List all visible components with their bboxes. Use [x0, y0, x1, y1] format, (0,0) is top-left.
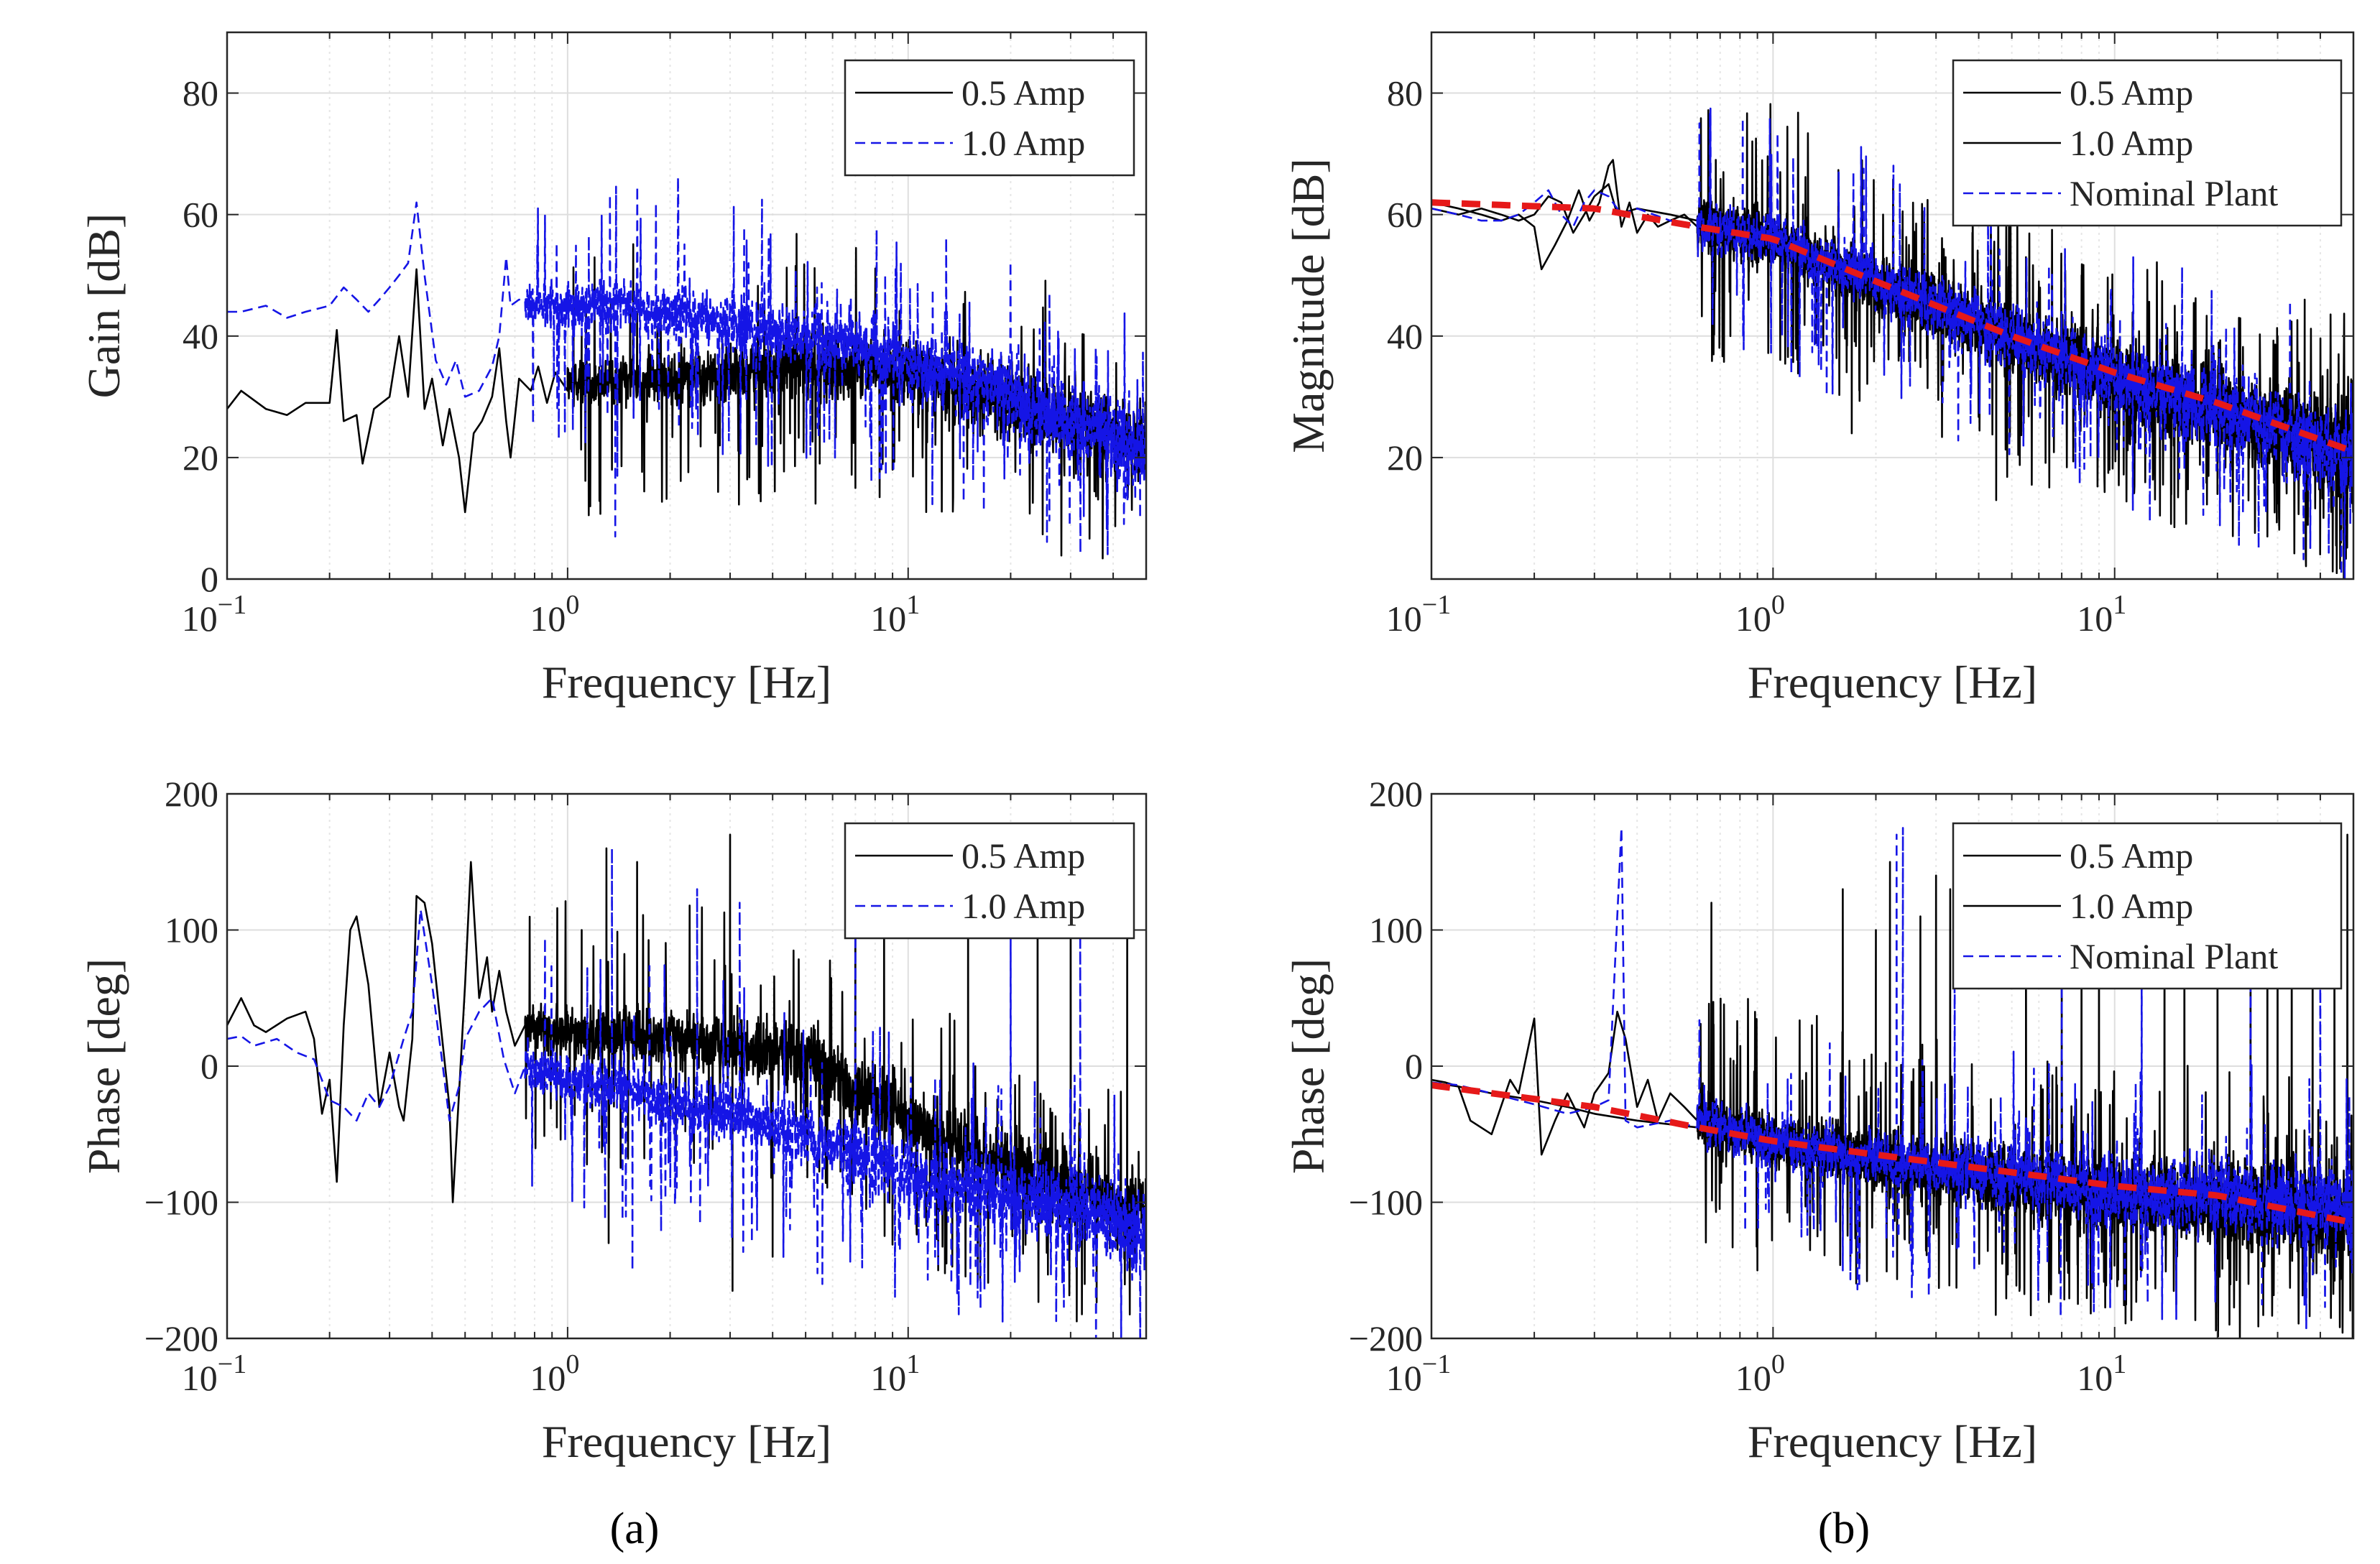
legend: 0.5 Amp 1.0 Amp: [844, 822, 1135, 940]
y-tick-label: 60: [1387, 195, 1423, 235]
y-tick-label: 20: [183, 438, 218, 478]
x-tick-label: 100: [1735, 1349, 1785, 1398]
legend: 0.5 Amp 1.0 Amp Nominal Plant: [1952, 822, 2343, 990]
panel-a-gain: 10−1 100 101 0 20 40 60 80 Frequency [Hz] Gain [d…: [78, 31, 1148, 708]
y-tick-label: 0: [200, 1046, 218, 1086]
y-tick-label: −200: [144, 1318, 218, 1359]
series-1-0-amp-line: [227, 847, 1146, 1338]
x-axis-title: Frequency [Hz]: [542, 1416, 831, 1467]
y-axis-title: Phase [deg]: [1283, 958, 1334, 1174]
legend-label: 1.0 Amp: [2070, 886, 2193, 926]
panel-a-phase: 10−1 100 101 −200 −100 0 100 200 Frequency [Hz] P…: [78, 774, 1148, 1467]
series-group: [1431, 827, 2353, 1338]
legend-box: [844, 59, 1135, 177]
y-tick-label: −100: [144, 1183, 218, 1223]
y-tick-label: 100: [1369, 910, 1423, 950]
y-tick-label: 40: [1387, 316, 1423, 356]
y-tick-label: 100: [165, 910, 218, 950]
ticks: 10−1 100 101 −200 −100 0 100 200: [144, 774, 1147, 1398]
x-tick-label: 100: [530, 590, 579, 639]
x-tick-label: 101: [2077, 590, 2126, 639]
axes-box: [1430, 31, 2355, 580]
x-tick-label: 10−1: [182, 1349, 246, 1398]
x-tick-label: 101: [2077, 1349, 2126, 1398]
legend-box: [844, 822, 1135, 940]
y-tick-label: 200: [1369, 774, 1423, 814]
series-fit-line: [1431, 199, 2353, 455]
panel-b-phase: 10−1 100 101 −200 −100 0 100 200 Frequency [Hz] P…: [1283, 774, 2355, 1467]
series-fit-line: [1431, 1082, 2353, 1226]
caption-b: (b): [1818, 1504, 1870, 1553]
y-tick-label: 20: [1387, 438, 1423, 478]
x-axis-title: Frequency [Hz]: [542, 657, 831, 708]
y-axis-title: Gain [dB]: [78, 213, 129, 399]
series-nominal-plant-line: [1431, 827, 2353, 1329]
y-axis-title: Magnitude [dB]: [1283, 158, 1334, 453]
series-0-5-amp-line: [227, 833, 1146, 1323]
legend-label: 1.0 Amp: [961, 886, 1085, 926]
y-tick-label: 80: [183, 73, 218, 114]
axes-box: [226, 31, 1148, 580]
series-group: [227, 176, 1146, 560]
legend-label: 0.5 Amp: [961, 836, 1085, 876]
caption-a: (a): [610, 1504, 660, 1553]
legend: 0.5 Amp 1.0 Amp: [844, 59, 1135, 177]
y-tick-label: 80: [1387, 73, 1423, 114]
ticks: 10−1 100 101 0 20 40 60 80: [182, 32, 1147, 639]
y-axis-title: Phase [deg]: [78, 958, 129, 1174]
x-tick-label: 101: [870, 1349, 920, 1398]
legend: 0.5 Amp 1.0 Amp Nominal Plant: [1952, 59, 2343, 227]
y-tick-label: 0: [200, 559, 218, 599]
series-1-0-amp-line: [227, 176, 1146, 555]
ticks: 10−1 100 101 −200 −100 0 100 200: [1349, 774, 2354, 1398]
y-tick-label: 0: [1405, 1046, 1423, 1086]
y-tick-label: −200: [1349, 1318, 1423, 1359]
panel-b-magnitude: 10−1 100 101 20 40 60 80 Frequency [Hz] Magnitud…: [1283, 31, 2355, 708]
x-tick-label: 10−1: [1386, 1349, 1451, 1398]
legend-label: 0.5 Amp: [2070, 73, 2193, 113]
x-axis-title: Frequency [Hz]: [1748, 1416, 2037, 1467]
ticks: 10−1 100 101 20 40 60 80: [1386, 32, 2354, 639]
legend-label: Nominal Plant: [2070, 936, 2278, 976]
legend-label: 1.0 Amp: [961, 123, 1085, 163]
x-tick-label: 101: [870, 590, 920, 639]
legend-label: 1.0 Amp: [2070, 123, 2193, 163]
x-tick-label: 100: [1735, 590, 1785, 639]
x-axis-title: Frequency [Hz]: [1748, 657, 2037, 708]
legend-label: Nominal Plant: [2070, 173, 2278, 213]
y-tick-label: 200: [165, 774, 218, 814]
y-tick-label: 60: [183, 195, 218, 235]
y-tick-label: 40: [183, 316, 218, 356]
series-group: [227, 833, 1146, 1338]
series-group: [1431, 103, 2353, 579]
x-tick-label: 100: [530, 1349, 579, 1398]
legend-label: 0.5 Amp: [961, 73, 1085, 113]
x-tick-label: 10−1: [1386, 590, 1451, 639]
legend-label: 0.5 Amp: [2070, 836, 2193, 876]
y-tick-label: −100: [1349, 1183, 1423, 1223]
x-tick-label: 10−1: [182, 590, 246, 639]
